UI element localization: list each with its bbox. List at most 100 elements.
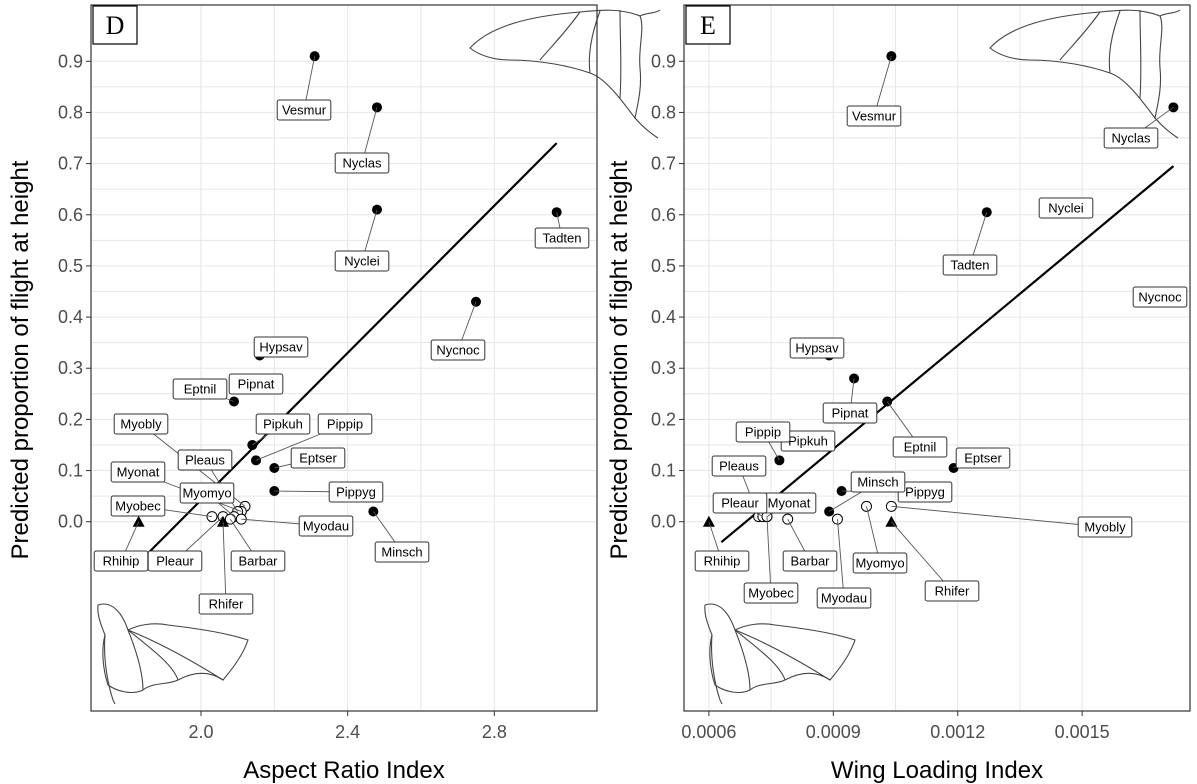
label-box xyxy=(253,336,309,358)
label-barbar: Barbar xyxy=(782,550,838,572)
label-text: Barbar xyxy=(790,554,830,569)
label-box xyxy=(276,99,332,121)
x-tick-label: 2.8 xyxy=(482,722,507,742)
bat-body xyxy=(1154,9,1181,139)
bat-illustration-top xyxy=(469,9,661,139)
bat-wing xyxy=(704,603,856,694)
label-box xyxy=(113,413,169,435)
label-nycnoc: Nycnoc xyxy=(430,339,486,361)
bat-wing xyxy=(469,9,643,120)
label-myobec: Myobec xyxy=(110,495,166,517)
label-text: Pipkuh xyxy=(788,434,828,449)
label-box xyxy=(892,436,948,458)
label-text: Nycnoc xyxy=(1138,290,1182,305)
y-tick-label: 0.9 xyxy=(58,51,83,71)
label-myonat: Myonat xyxy=(110,461,166,483)
label-eptnil: Eptnil xyxy=(892,436,948,458)
plot-frame xyxy=(90,4,598,712)
label-box xyxy=(534,227,590,249)
label-pipkuh: Pipkuh xyxy=(780,430,836,452)
point-rhihip xyxy=(132,515,145,527)
y-tick-label: 0.8 xyxy=(651,102,676,122)
label-rhihip: Rhihip xyxy=(93,550,149,572)
y-tick-label: 0.2 xyxy=(651,409,676,429)
label-text: Pipnat xyxy=(238,377,275,392)
x-tick-label: 0.0012 xyxy=(930,722,985,742)
label-leader xyxy=(891,521,953,592)
label-box xyxy=(955,447,1011,469)
label-text: Eptser xyxy=(299,451,337,466)
label-text: Rhihip xyxy=(103,554,140,569)
y-axis-title: Predicted proportion of flight at height xyxy=(7,160,34,559)
label-text: Nyclas xyxy=(1111,131,1151,146)
y-tick-label: 0.5 xyxy=(651,256,676,276)
label-pleaus: Pleaus xyxy=(711,455,767,477)
label-text: Myomyo xyxy=(855,556,904,571)
y-tick-label: 0.6 xyxy=(651,205,676,225)
label-box xyxy=(110,495,166,517)
label-box xyxy=(782,550,838,572)
label-box xyxy=(228,373,284,395)
label-box xyxy=(374,541,430,563)
label-rhihip: Rhihip xyxy=(694,550,750,572)
y-tick-label: 0.0 xyxy=(651,512,676,532)
point-labels: Vesmur Nyclas Nyclei Tadten Nycnoc Hypsav Pipn… xyxy=(694,56,1188,609)
label-text: Myonat xyxy=(117,465,160,480)
label-leader xyxy=(891,505,1106,528)
x-tick-label: 0.0015 xyxy=(1055,722,1110,742)
label-hypsav: Hypsav xyxy=(789,337,845,359)
label-text: Minsch xyxy=(857,475,898,490)
label-text: Eptnil xyxy=(904,440,937,455)
label-pippip: Pippip xyxy=(735,421,791,443)
label-pippyg: Pippyg xyxy=(897,481,953,503)
label-text: Hypsav xyxy=(259,340,303,355)
label-text: Pleaur xyxy=(156,554,194,569)
label-box xyxy=(179,482,235,504)
y-tick-label: 0.5 xyxy=(58,256,83,276)
label-nyclas: Nyclas xyxy=(334,152,390,174)
panel-letter-box xyxy=(92,5,138,45)
bat-wing xyxy=(97,603,249,694)
label-myobec: Myobec xyxy=(743,582,799,604)
y-tick-label: 0.3 xyxy=(58,358,83,378)
label-text: Vesmur xyxy=(852,109,897,124)
label-myonat: Myonat xyxy=(761,492,817,514)
label-box xyxy=(230,550,286,572)
label-box xyxy=(852,552,908,574)
bat-body xyxy=(634,9,661,139)
label-pipnat: Pipnat xyxy=(822,402,878,424)
label-text: Myomyo xyxy=(182,486,231,501)
label-box xyxy=(942,254,998,276)
label-text: Pipkuh xyxy=(263,417,303,432)
x-tick-label: 0.0006 xyxy=(681,722,736,742)
label-box xyxy=(110,461,166,483)
y-tick-label: 0.8 xyxy=(58,102,83,122)
label-box xyxy=(1103,127,1159,149)
label-box xyxy=(328,481,384,503)
label-leader xyxy=(837,519,845,599)
bat-body xyxy=(104,634,116,705)
label-box xyxy=(1132,286,1188,308)
x-axis-title: Wing Loading Index xyxy=(831,757,1043,784)
y-tick-label: 0.3 xyxy=(651,358,676,378)
label-text: Pippip xyxy=(327,417,363,432)
label-box xyxy=(255,413,311,435)
label-text: Eptnil xyxy=(184,382,217,397)
label-text: Pippyg xyxy=(336,485,376,500)
label-box xyxy=(789,337,845,359)
label-box xyxy=(172,378,228,400)
label-text: Pipnat xyxy=(832,406,869,421)
label-text: Rhifer xyxy=(935,584,970,599)
label-text: Nyclas xyxy=(342,156,382,171)
label-text: Pleaur xyxy=(721,496,759,511)
point-labels: Vesmur Nyclas Nyclei Tadten Nycnoc Hypsav Pipn… xyxy=(93,56,590,615)
panel-letter: E xyxy=(700,11,716,40)
label-box xyxy=(298,515,354,537)
label-pippip: Pippip xyxy=(317,413,373,435)
bat-wing-bones xyxy=(127,629,224,691)
label-barbar: Barbar xyxy=(230,550,286,572)
bat-wing-bones xyxy=(1059,9,1142,99)
label-box xyxy=(317,413,373,435)
x-axis-title: Aspect Ratio Index xyxy=(243,757,444,784)
